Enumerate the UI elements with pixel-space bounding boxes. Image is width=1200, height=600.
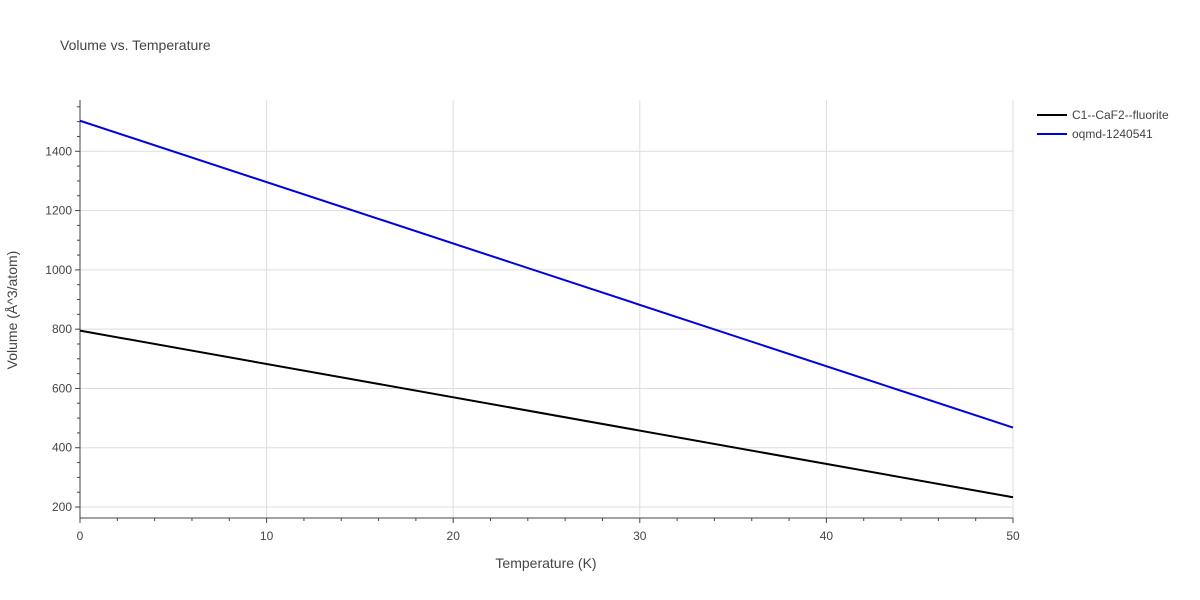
legend-label-2: oqmd-1240541: [1072, 127, 1153, 141]
series-line-1: [79, 329, 1014, 499]
y-tick-label: 1200: [45, 204, 72, 218]
legend: C1--CaF2--fluorite oqmd-1240541: [1037, 108, 1169, 141]
y-tick-label: 800: [52, 322, 72, 336]
y-tick-label: 600: [52, 381, 72, 395]
x-tick-label: 20: [447, 529, 461, 543]
x-tick-label: 50: [1006, 529, 1020, 543]
series-lines: [79, 119, 1014, 499]
x-tick-label: 40: [820, 529, 834, 543]
x-tick-label: 10: [260, 529, 274, 543]
tick-labels: 0 10 20 30 40 50 200 400 600 800 1000 1200 1400: [45, 144, 1020, 543]
chart-title: Volume vs. Temperature: [60, 37, 211, 53]
x-tick-label: 0: [77, 529, 84, 543]
series-line-2: [79, 119, 1014, 429]
grid-lines: [80, 100, 1014, 518]
y-tick-label: 400: [52, 441, 72, 455]
y-tick-label: 1400: [45, 144, 72, 158]
x-axis-label: Temperature (K): [495, 555, 596, 571]
y-tick-label: 200: [52, 500, 72, 514]
legend-label-1: C1--CaF2--fluorite: [1072, 108, 1169, 122]
axes: [75, 100, 1014, 523]
y-tick-label: 1000: [45, 263, 72, 277]
x-tick-label: 30: [633, 529, 647, 543]
y-axis-label: Volume (Å^3/atom): [4, 251, 20, 370]
